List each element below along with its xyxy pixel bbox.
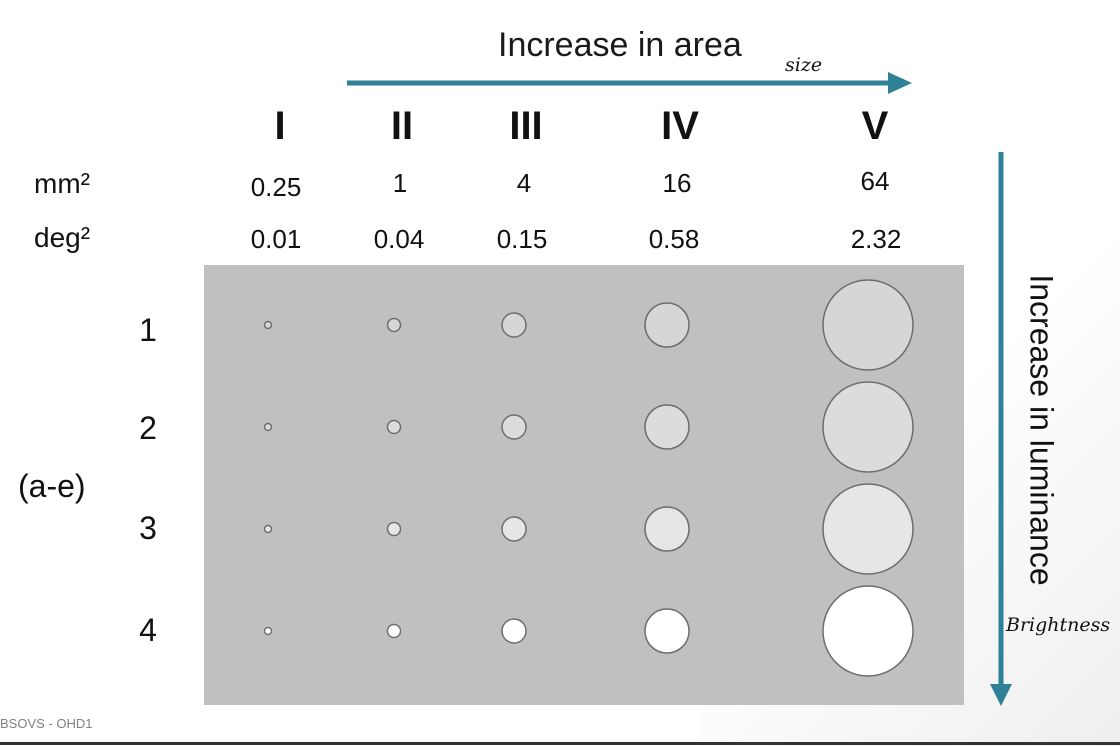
handwritten-size-note: size	[785, 54, 823, 76]
stimulus-II-3	[386, 521, 402, 537]
luminance-axis-label: Increase in luminance	[1023, 274, 1060, 586]
bottom-rule	[0, 742, 1120, 745]
area-deg2-1: 0.01	[250, 224, 302, 254]
row-label-deg2: deg²	[34, 222, 91, 253]
stimulus-V-2	[822, 381, 914, 473]
stimulus-IV-1	[644, 302, 690, 348]
intensity-level-2: 2	[139, 410, 157, 446]
stimulus-I-1	[263, 320, 273, 330]
size-label-3: III	[509, 104, 543, 148]
stimulus-V-4	[822, 585, 914, 677]
stimulus-I-3	[263, 524, 273, 534]
stimulus-II-2	[386, 419, 402, 435]
area-mm2-1: 0.25	[250, 172, 302, 202]
row-label-mm2: mm²	[34, 168, 90, 199]
stimulus-IV-4	[644, 608, 690, 654]
stimulus-IV-3	[644, 506, 690, 552]
stimulus-I-2	[263, 422, 273, 432]
stimulus-III-1	[501, 312, 527, 338]
stimulus-II-1	[386, 317, 402, 333]
size-label-5: V	[861, 104, 889, 148]
stimulus-IV-2	[644, 404, 690, 450]
luminance-arrow-head	[990, 684, 1012, 706]
stimulus-circles	[263, 279, 914, 677]
intensity-level-1: 1	[139, 312, 157, 348]
area-arrow-head	[888, 72, 912, 94]
stimulus-V-3	[822, 483, 914, 575]
size-label-2: II	[390, 104, 414, 148]
filter-range-label: (a-e)	[18, 468, 86, 504]
area-mm2-2: 1	[392, 168, 408, 198]
handwritten-brightness-note: Brightness	[1006, 614, 1111, 636]
intensity-level-4: 4	[139, 612, 157, 648]
intensity-level-3: 3	[139, 510, 157, 546]
area-mm2-3: 4	[516, 168, 532, 198]
area-deg2-2: 0.04	[373, 224, 425, 254]
area-mm2-5: 64	[860, 166, 890, 196]
stimulus-I-4	[263, 626, 273, 636]
diagram-title: Increase in area	[498, 26, 742, 64]
size-label-1: I	[274, 104, 286, 148]
area-mm2-4: 16	[662, 168, 692, 198]
size-label-4: IV	[661, 104, 699, 148]
footer-label: BSOVS - OHD1	[0, 716, 93, 731]
stimulus-III-3	[501, 516, 527, 542]
stimulus-III-4	[501, 618, 527, 644]
stimulus-V-1	[822, 279, 914, 371]
area-deg2-3: 0.15	[496, 224, 548, 254]
stimulus-II-4	[386, 623, 402, 639]
area-deg2-5: 2.32	[850, 224, 902, 254]
stimulus-III-2	[501, 414, 527, 440]
area-deg2-4: 0.58	[648, 224, 700, 254]
